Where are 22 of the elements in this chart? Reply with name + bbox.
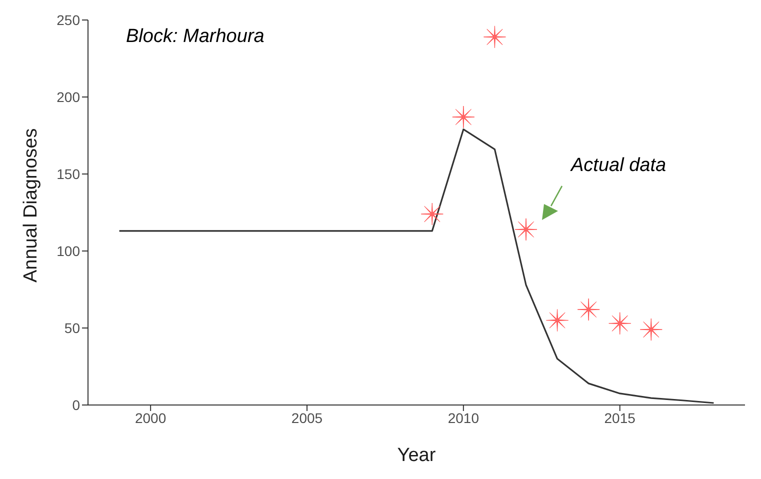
y-tick-label: 150	[56, 166, 80, 182]
y-tick-label: 100	[56, 242, 80, 259]
y-axis-title: Annual Diagnoses	[20, 128, 42, 282]
y-tick-label: 50	[64, 320, 80, 336]
point	[514, 218, 538, 241]
point	[640, 318, 662, 341]
annotation: Actual data	[571, 155, 666, 177]
point	[608, 312, 632, 335]
y-tick-label: 200	[56, 88, 80, 105]
x-tick-label: 2015	[604, 410, 636, 426]
y-tick-label: 0	[72, 396, 80, 413]
x-tick-label: 2000	[134, 410, 166, 426]
point	[483, 26, 506, 48]
x-axis-title: Year	[397, 445, 436, 466]
point	[452, 106, 475, 128]
point	[577, 298, 600, 321]
point	[546, 309, 569, 332]
point	[420, 202, 444, 226]
annotation: Block: Marhoura	[126, 26, 264, 48]
x-tick-label: 2010	[448, 410, 480, 426]
y-tick-label: 250	[56, 12, 80, 28]
x-tick-label: 2005	[291, 410, 323, 426]
